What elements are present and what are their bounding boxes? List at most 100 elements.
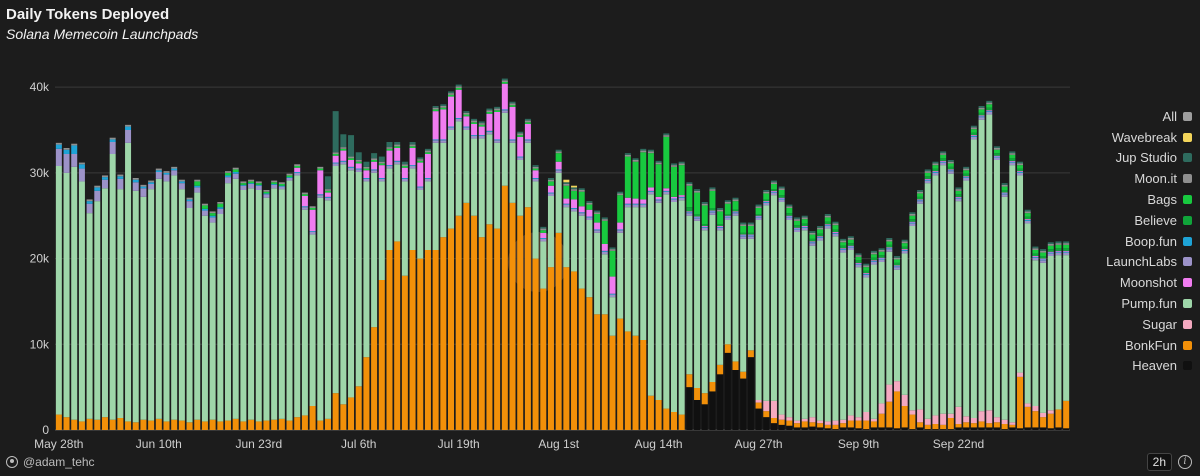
bar-segment-boop-fun[interactable] bbox=[701, 226, 708, 228]
bar-segment-boop-fun[interactable] bbox=[801, 226, 808, 228]
legend-item-sugar[interactable]: Sugar bbox=[1106, 314, 1192, 335]
bar-segment-boop-fun[interactable] bbox=[671, 198, 677, 200]
bar-segment-moonshot[interactable] bbox=[763, 201, 770, 202]
bar-segment-launchlabs[interactable] bbox=[317, 195, 324, 198]
bar-segment-launchlabs[interactable] bbox=[217, 208, 224, 214]
bar-segment-moon-it[interactable] bbox=[109, 137, 116, 140]
bar-segment-moon-it[interactable] bbox=[148, 180, 155, 183]
bar-segment-moonshot[interactable] bbox=[647, 187, 654, 191]
bar-segment-jup-studio[interactable] bbox=[524, 118, 531, 121]
bar-segment-moon-it[interactable] bbox=[240, 181, 247, 184]
bar-segment-moonshot[interactable] bbox=[540, 232, 547, 238]
bar-segment-believe[interactable] bbox=[870, 257, 877, 261]
bar-segment-bags[interactable] bbox=[747, 226, 754, 233]
bar-segment-launchlabs[interactable] bbox=[1047, 253, 1054, 256]
bar-segment-bonkfun[interactable] bbox=[786, 420, 793, 426]
bar-segment-sugar[interactable] bbox=[847, 415, 854, 421]
bar-segment-boop-fun[interactable] bbox=[71, 145, 78, 154]
bar-segment-moonshot[interactable] bbox=[932, 171, 939, 172]
bar-segment-bags[interactable] bbox=[886, 241, 893, 245]
bar-segment-pump-fun[interactable] bbox=[225, 183, 232, 421]
bar-segment-launchlabs[interactable] bbox=[617, 230, 624, 233]
bar-segment-launchlabs[interactable] bbox=[555, 170, 562, 173]
bar-segment-boop-fun[interactable] bbox=[1009, 161, 1016, 163]
bar-segment-launchlabs[interactable] bbox=[432, 140, 439, 143]
bar-segment-bonkfun[interactable] bbox=[340, 404, 347, 430]
bar-segment-launchlabs[interactable] bbox=[417, 187, 424, 190]
bar-segment-bonkfun[interactable] bbox=[578, 288, 585, 430]
bar-segment-pump-fun[interactable] bbox=[717, 230, 724, 365]
bar-segment-pump-fun[interactable] bbox=[601, 254, 608, 315]
bar-segment-heaven[interactable] bbox=[901, 427, 908, 430]
bar-segment-pump-fun[interactable] bbox=[940, 165, 947, 414]
bar-segment-bags[interactable] bbox=[340, 148, 347, 151]
bar-segment-jup-studio[interactable] bbox=[340, 134, 347, 148]
bar-segment-launchlabs[interactable] bbox=[747, 236, 754, 239]
bar-segment-heaven[interactable] bbox=[794, 427, 801, 430]
bar-segment-moon-it[interactable] bbox=[586, 202, 593, 205]
bar-segment-moonshot[interactable] bbox=[747, 234, 754, 236]
bar-segment-launchlabs[interactable] bbox=[278, 186, 285, 190]
bar-segment-bonkfun[interactable] bbox=[201, 421, 208, 430]
bar-segment-moon-it[interactable] bbox=[855, 255, 862, 257]
bar-segment-pump-fun[interactable] bbox=[171, 175, 178, 420]
bar-segment-bags[interactable] bbox=[540, 230, 547, 233]
bar-segment-bonkfun[interactable] bbox=[955, 424, 962, 428]
bar-segment-heaven[interactable] bbox=[893, 428, 900, 430]
bar-segment-jup-studio[interactable] bbox=[647, 149, 654, 152]
bar-segment-launchlabs[interactable] bbox=[940, 162, 947, 166]
bar-segment-bags[interactable] bbox=[278, 184, 285, 186]
bar-segment-launchlabs[interactable] bbox=[640, 204, 647, 208]
bar-segment-launchlabs[interactable] bbox=[932, 172, 939, 176]
bar-segment-bags[interactable] bbox=[232, 169, 239, 172]
bar-segment-heaven[interactable] bbox=[847, 427, 854, 430]
bar-segment-jup-studio[interactable] bbox=[978, 106, 985, 108]
bar-segment-launchlabs[interactable] bbox=[348, 167, 355, 171]
bar-segment-bags[interactable] bbox=[617, 195, 624, 223]
bar-segment-moon-it[interactable] bbox=[178, 179, 185, 182]
bar-segment-moon-it[interactable] bbox=[540, 228, 547, 231]
bar-segment-moon-it[interactable] bbox=[547, 179, 554, 182]
bar-segment-moon-it[interactable] bbox=[686, 184, 693, 186]
bar-segment-heaven[interactable] bbox=[1040, 427, 1047, 430]
bar-segment-pump-fun[interactable] bbox=[993, 160, 1000, 418]
bar-segment-moonshot[interactable] bbox=[401, 167, 408, 178]
bar-segment-heaven[interactable] bbox=[1047, 428, 1054, 430]
bar-segment-bags[interactable] bbox=[378, 163, 385, 166]
info-icon[interactable]: i bbox=[1178, 455, 1192, 469]
bar-segment-bonkfun[interactable] bbox=[732, 361, 739, 370]
bar-segment-pump-fun[interactable] bbox=[163, 181, 170, 422]
bar-segment-believe[interactable] bbox=[732, 209, 739, 212]
bar-segment-sugar[interactable] bbox=[932, 415, 939, 424]
bar-segment-pump-fun[interactable] bbox=[671, 202, 677, 412]
bar-segment-boop-fun[interactable] bbox=[132, 179, 139, 183]
bar-segment-pump-fun[interactable] bbox=[363, 181, 370, 358]
bar-segment-launchlabs[interactable] bbox=[532, 178, 539, 182]
bar-segment-sugar[interactable] bbox=[986, 410, 993, 424]
bar-segment-believe[interactable] bbox=[955, 194, 962, 197]
bar-segment-moonshot[interactable] bbox=[494, 112, 501, 140]
bar-segment-sugar[interactable] bbox=[817, 420, 824, 424]
bar-segment-boop-fun[interactable] bbox=[424, 178, 431, 179]
bar-segment-bonkfun[interactable] bbox=[1024, 406, 1031, 428]
bar-segment-moonshot[interactable] bbox=[340, 150, 347, 161]
bar-segment-launchlabs[interactable] bbox=[178, 183, 185, 190]
bar-segment-heaven[interactable] bbox=[740, 378, 747, 430]
bar-segment-pump-fun[interactable] bbox=[840, 252, 847, 420]
bar-segment-pump-fun[interactable] bbox=[494, 142, 501, 229]
bar-segment-sugar[interactable] bbox=[970, 418, 977, 424]
bar-segment-launchlabs[interactable] bbox=[632, 204, 639, 208]
bar-segment-launchlabs[interactable] bbox=[794, 229, 801, 232]
bar-segment-bonkfun[interactable] bbox=[524, 207, 531, 430]
bar-segment-heaven[interactable] bbox=[963, 427, 970, 430]
bar-segment-bonkfun[interactable] bbox=[671, 412, 677, 430]
bar-segment-boop-fun[interactable] bbox=[663, 190, 670, 192]
bar-segment-heaven[interactable] bbox=[724, 352, 731, 430]
bar-segment-heaven[interactable] bbox=[717, 374, 724, 430]
bar-segment-bonkfun[interactable] bbox=[363, 357, 370, 430]
bar-segment-moon-it[interactable] bbox=[440, 106, 447, 108]
bar-segment-moon-it[interactable] bbox=[755, 206, 762, 208]
bar-segment-heaven[interactable] bbox=[755, 408, 762, 430]
bar-segment-bags[interactable] bbox=[1009, 154, 1016, 159]
bar-segment-boop-fun[interactable] bbox=[217, 207, 224, 209]
